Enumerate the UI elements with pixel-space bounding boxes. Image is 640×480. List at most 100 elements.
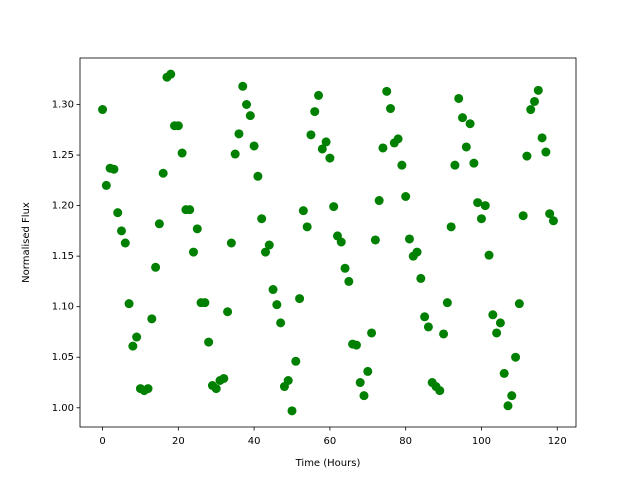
- point: [223, 307, 233, 317]
- point: [401, 192, 411, 202]
- point: [242, 100, 252, 110]
- point: [306, 130, 316, 140]
- x-axis-label: Time (Hours): [295, 458, 361, 469]
- point: [359, 391, 369, 401]
- point: [211, 384, 221, 394]
- point: [420, 312, 430, 322]
- point: [545, 209, 555, 219]
- point: [537, 133, 547, 143]
- point: [382, 86, 392, 96]
- point: [344, 276, 354, 286]
- point: [454, 93, 464, 103]
- point: [143, 384, 153, 394]
- point: [439, 329, 449, 339]
- point: [503, 401, 513, 411]
- point: [314, 90, 324, 100]
- point: [295, 294, 305, 304]
- point: [276, 318, 286, 328]
- point: [416, 273, 426, 283]
- point: [188, 247, 198, 257]
- point: [446, 222, 456, 232]
- point: [458, 113, 468, 123]
- point: [461, 142, 471, 152]
- point: [522, 151, 532, 161]
- point: [370, 235, 380, 245]
- point: [147, 314, 157, 324]
- point: [533, 85, 543, 95]
- x-tick-label: 120: [548, 436, 567, 447]
- point: [325, 153, 335, 163]
- point: [272, 300, 282, 310]
- y-tick-label: 1.10: [52, 302, 74, 313]
- point: [499, 368, 509, 378]
- point: [253, 171, 263, 181]
- point: [435, 386, 445, 396]
- x-tick-label: 60: [324, 436, 337, 447]
- point: [249, 141, 259, 151]
- point: [132, 332, 142, 342]
- point: [530, 96, 540, 106]
- point: [204, 337, 214, 347]
- point: [484, 250, 494, 260]
- x-tick-label: 100: [472, 436, 491, 447]
- point: [287, 406, 297, 416]
- point: [268, 285, 278, 295]
- point: [234, 129, 244, 139]
- point: [488, 310, 498, 320]
- point: [329, 202, 339, 212]
- point: [173, 121, 183, 131]
- point: [185, 205, 195, 215]
- point: [317, 144, 327, 154]
- point: [98, 105, 108, 115]
- point: [101, 180, 111, 190]
- point: [336, 237, 346, 247]
- point: [397, 160, 407, 170]
- y-tick-label: 1.05: [52, 352, 74, 363]
- point: [476, 214, 486, 224]
- point: [514, 299, 524, 309]
- y-tick-label: 1.20: [52, 201, 74, 212]
- point: [393, 134, 403, 144]
- plot-frame: [79, 57, 577, 428]
- point: [507, 391, 517, 401]
- point: [283, 375, 293, 385]
- y-axis-label: Normalised Flux: [21, 202, 32, 283]
- point: [473, 198, 483, 208]
- point: [113, 208, 123, 218]
- point: [367, 328, 377, 338]
- point: [450, 160, 460, 170]
- point: [351, 340, 361, 350]
- point: [192, 224, 202, 234]
- point: [511, 352, 521, 362]
- y-tick-label: 1.00: [52, 403, 74, 414]
- point: [363, 366, 373, 376]
- point: [109, 164, 119, 174]
- point: [321, 137, 331, 147]
- point: [518, 211, 528, 221]
- point: [120, 238, 130, 248]
- x-tick-label: 0: [99, 436, 105, 447]
- point: [465, 119, 475, 129]
- x-tick-label: 20: [172, 436, 185, 447]
- point: [374, 196, 384, 206]
- point: [548, 216, 558, 226]
- point: [495, 318, 505, 328]
- point: [257, 214, 267, 224]
- point: [230, 149, 240, 159]
- point: [541, 147, 551, 157]
- y-tick-label: 1.25: [52, 150, 74, 161]
- point: [226, 238, 236, 248]
- point: [158, 168, 168, 178]
- point: [310, 107, 320, 117]
- point: [469, 158, 479, 168]
- point: [128, 341, 138, 351]
- point: [480, 201, 490, 211]
- point: [245, 111, 255, 121]
- point: [260, 247, 270, 257]
- point: [264, 240, 274, 250]
- point: [340, 263, 350, 273]
- point: [302, 222, 312, 232]
